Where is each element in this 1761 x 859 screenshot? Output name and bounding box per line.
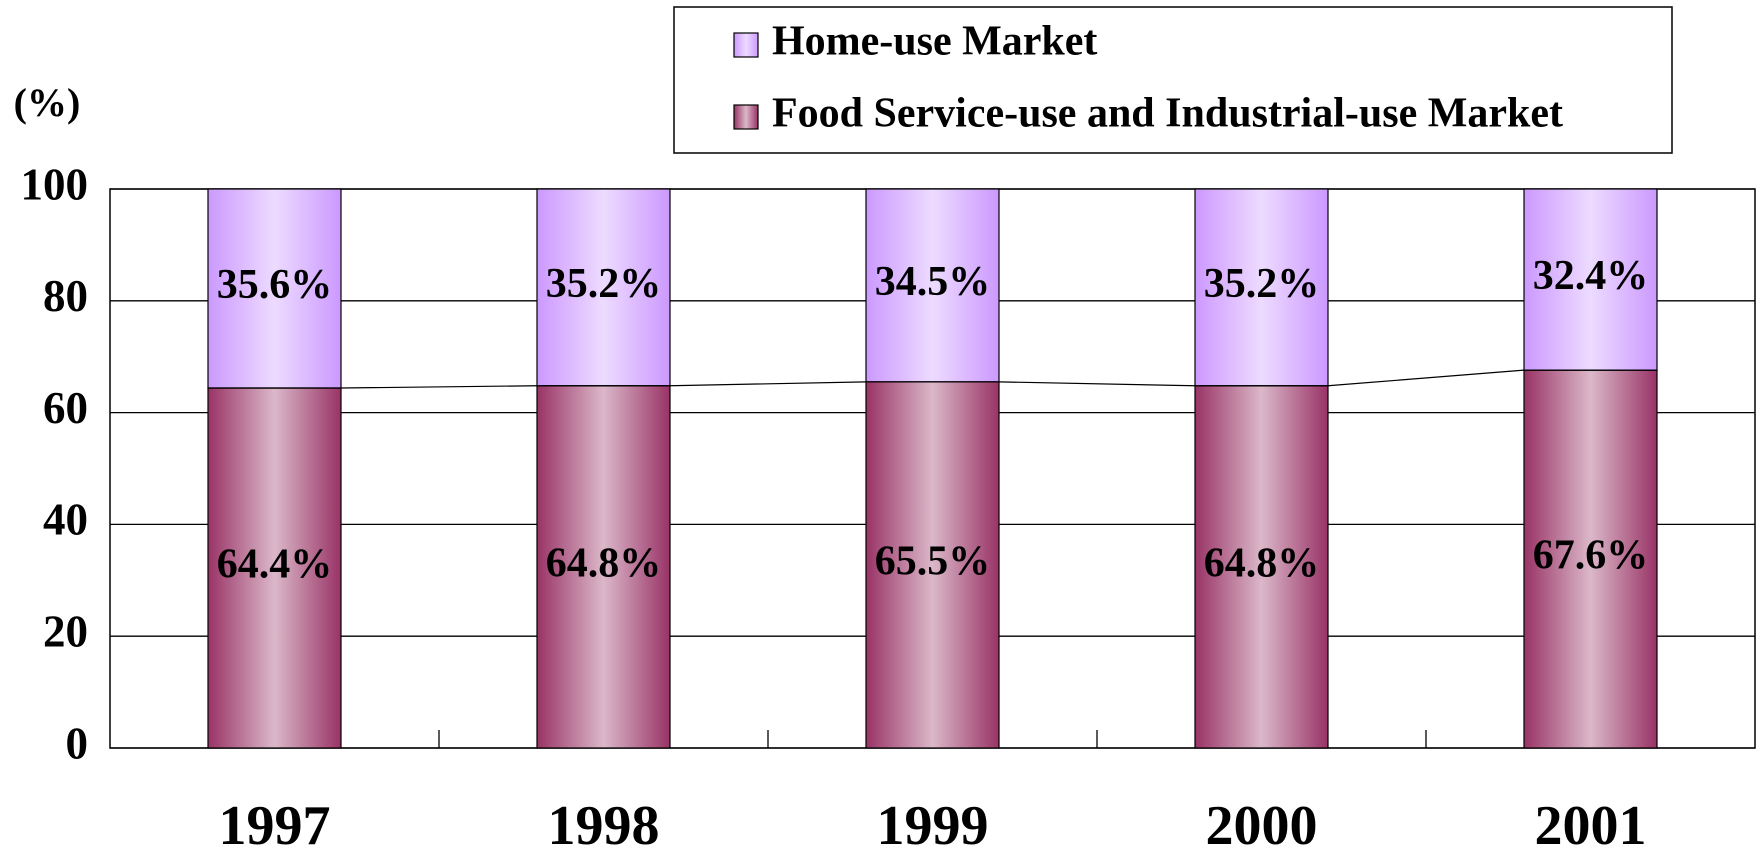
data-label: 64.8%	[1204, 541, 1320, 587]
bar-segment	[536, 188, 671, 387]
data-label: 64.8%	[546, 541, 662, 587]
legend-box	[673, 6, 1673, 154]
data-label: 64.4%	[217, 542, 333, 588]
x-tick-label: 2001	[1535, 795, 1647, 857]
y-tick-label: 80	[43, 271, 88, 321]
y-tick-label: 20	[43, 607, 88, 657]
y-axis-label: (%)	[14, 80, 81, 125]
bar-segment	[865, 188, 1000, 383]
legend-swatch	[733, 104, 759, 130]
bar-segment	[1194, 188, 1329, 387]
bar-segment	[1523, 188, 1658, 371]
data-label: 35.6%	[217, 262, 333, 308]
bar-segment	[865, 381, 1000, 749]
data-label: 35.2%	[1204, 261, 1320, 307]
y-tick-label: 0	[66, 718, 89, 768]
legend-swatch	[733, 32, 759, 58]
data-label: 67.6%	[1533, 533, 1649, 579]
bar-segment	[207, 188, 342, 389]
x-tick-label: 1998	[548, 795, 660, 857]
y-tick-label: 100	[21, 159, 89, 209]
legend-label: Home-use Market	[772, 19, 1097, 65]
y-tick-label: 40	[43, 495, 88, 545]
x-tick-label: 1999	[877, 795, 989, 857]
data-label: 35.2%	[546, 261, 662, 307]
legend-label: Food Service-use and Industrial-use Mark…	[772, 91, 1563, 137]
data-label: 32.4%	[1533, 253, 1649, 299]
series-line	[208, 369, 1657, 389]
x-tick-label: 1997	[219, 795, 331, 857]
data-label: 34.5%	[875, 259, 991, 305]
bar-segment	[1194, 385, 1329, 749]
y-tick-label: 60	[43, 383, 88, 433]
bar-segment	[207, 387, 342, 749]
bar-segment	[1523, 369, 1658, 749]
data-label: 65.5%	[875, 539, 991, 585]
x-tick-label: 2000	[1206, 795, 1318, 857]
bar-segment	[536, 385, 671, 749]
